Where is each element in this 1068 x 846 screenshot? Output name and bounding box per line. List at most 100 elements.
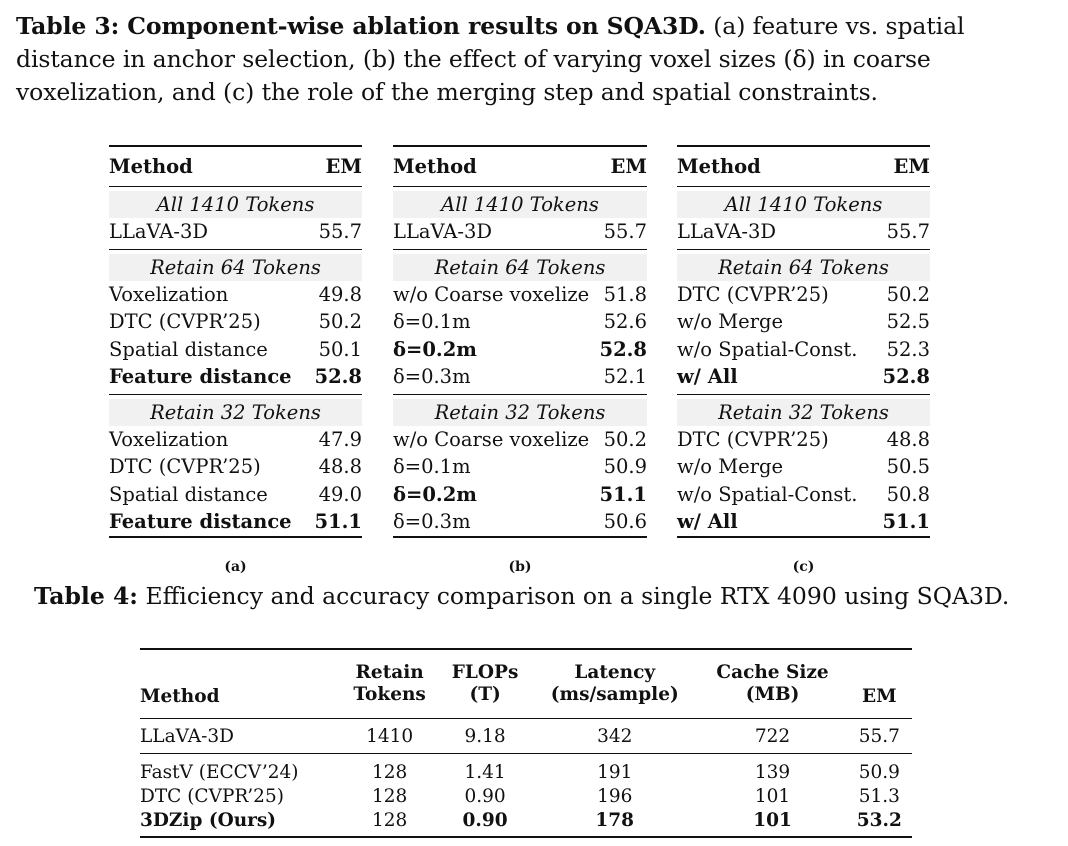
row-em: 51.3 bbox=[858, 785, 900, 807]
subtable-b-label: (b) bbox=[508, 559, 532, 575]
header-latency: Latency (ms/sample) bbox=[531, 649, 699, 719]
subtable-b: Method EM All 1410 Tokens LLaVA-3D 55.7 R… bbox=[393, 145, 647, 538]
row-method: Feature distance bbox=[109, 365, 292, 389]
row-latency: 342 bbox=[531, 718, 699, 754]
table-row: w/o Coarse voxelize 50.2 bbox=[393, 426, 647, 454]
row-method: Voxelization bbox=[109, 282, 229, 306]
row-em: 55.7 bbox=[318, 220, 362, 244]
row-em: 50.8 bbox=[886, 482, 930, 506]
row-method: δ=0.3m bbox=[393, 365, 471, 389]
row-method: w/ All bbox=[677, 510, 738, 534]
row-method: DTC (CVPR’25) bbox=[677, 282, 829, 306]
section-title: All 1410 Tokens bbox=[677, 191, 930, 218]
table4-caption-label: Table 4: bbox=[34, 582, 138, 610]
table-row-best: Feature distance 52.8 bbox=[109, 363, 362, 391]
table-row: w/o Merge 50.5 bbox=[677, 453, 930, 481]
section-title: All 1410 Tokens bbox=[109, 191, 362, 218]
row-em: 49.8 bbox=[318, 282, 362, 306]
row-em: 51.1 bbox=[882, 510, 931, 534]
row-em: 50.5 bbox=[886, 455, 930, 479]
row-method: w/o Coarse voxelize bbox=[393, 427, 590, 451]
table-row-best: Feature distance 51.1 bbox=[109, 508, 362, 536]
section-title: Retain 64 Tokens bbox=[109, 253, 362, 281]
row-method: DTC (CVPR’25) bbox=[109, 455, 261, 479]
row-method: FastV (ECCV’24) bbox=[140, 761, 299, 783]
table-row-best: w/ All 52.8 bbox=[677, 363, 930, 391]
row-em: 52.1 bbox=[603, 365, 647, 389]
row-latency: 196 bbox=[597, 785, 633, 807]
row-em: 51.8 bbox=[603, 282, 647, 306]
header-method: Method bbox=[109, 155, 193, 178]
header-em: EM bbox=[325, 155, 362, 178]
row-em: 50.6 bbox=[603, 510, 647, 534]
section-title: Retain 64 Tokens bbox=[677, 253, 930, 281]
row-method: Spatial distance bbox=[109, 482, 268, 506]
row-method: Feature distance bbox=[109, 510, 292, 534]
section-title: Retain 32 Tokens bbox=[393, 398, 647, 426]
header-em: EM bbox=[893, 155, 930, 178]
header-cache-size: Cache Size (MB) bbox=[698, 649, 847, 719]
row-em: 52.5 bbox=[886, 310, 930, 334]
row-method: w/ All bbox=[677, 365, 738, 389]
table-row: LLaVA-3D 55.7 bbox=[677, 218, 930, 246]
table-row: Spatial distance 50.1 bbox=[109, 336, 362, 364]
subtable-c-label: (c) bbox=[792, 559, 815, 575]
row-method: w/o Merge bbox=[677, 455, 784, 479]
table-row: LLaVA-3D 55.7 bbox=[109, 218, 362, 246]
table-row: DTC (CVPR’25) 128 0.90 196 101 51.3 bbox=[140, 784, 912, 808]
group-retain-64: Retain 64 Tokens DTC (CVPR’25) 50.2 w/o M… bbox=[677, 253, 930, 395]
row-em: 48.8 bbox=[886, 427, 930, 451]
row-method: DTC (CVPR’25) bbox=[109, 310, 261, 334]
group-retain-64: Retain 64 Tokens w/o Coarse voxelize 51.8… bbox=[393, 253, 647, 395]
row-latency: 178 bbox=[595, 809, 635, 831]
row-em: 52.8 bbox=[882, 365, 931, 389]
table4-caption: Table 4: Efficiency and accuracy compari… bbox=[34, 580, 1054, 613]
header-flops: FLOPs (T) bbox=[439, 649, 532, 719]
row-method: w/o Coarse voxelize bbox=[393, 282, 590, 306]
table3-caption: Table 3: Component-wise ablation results… bbox=[16, 10, 1056, 109]
group-retain-32: Retain 32 Tokens w/o Coarse voxelize 50.2… bbox=[393, 398, 648, 536]
row-cache: 101 bbox=[754, 785, 791, 807]
table-row: δ=0.1m 50.9 bbox=[393, 453, 647, 481]
table-row: w/o Spatial-Const. 50.8 bbox=[677, 481, 930, 509]
row-latency: 191 bbox=[597, 761, 633, 783]
table-row: DTC (CVPR’25) 48.8 bbox=[677, 426, 930, 454]
row-em: 50.9 bbox=[603, 455, 647, 479]
row-em: 52.6 bbox=[603, 310, 647, 334]
table-row: Voxelization 49.8 bbox=[109, 281, 362, 309]
row-method: w/o Spatial-Const. bbox=[677, 337, 858, 361]
row-em: 52.3 bbox=[886, 337, 930, 361]
header-method: Method bbox=[393, 155, 477, 178]
header-method: Method bbox=[140, 649, 341, 719]
row-method: Voxelization bbox=[109, 427, 229, 451]
row-method: LLaVA-3D bbox=[393, 220, 492, 244]
subtable-header: Method EM bbox=[393, 147, 647, 187]
row-em: 55.7 bbox=[886, 220, 930, 244]
table4: Method Retain Tokens FLOPs (T) Latency (ms/… bbox=[140, 648, 912, 838]
table-row-ours: 3DZip (Ours) 128 0.90 178 101 53.2 bbox=[140, 808, 912, 837]
row-flops: 0.90 bbox=[464, 785, 506, 807]
row-em: 50.2 bbox=[886, 282, 930, 306]
row-em: 49.0 bbox=[318, 482, 362, 506]
table-row: LLaVA-3D 1410 9.18 342 722 55.7 bbox=[140, 718, 912, 754]
row-em: 47.9 bbox=[318, 427, 362, 451]
row-method: LLaVA-3D bbox=[140, 718, 341, 754]
table-row: DTC (CVPR’25) 50.2 bbox=[109, 308, 362, 336]
row-em: 51.1 bbox=[599, 482, 648, 506]
group-retain-32: Retain 32 Tokens DTC (CVPR’25) 48.8 w/o M… bbox=[677, 398, 930, 536]
group-all-tokens: All 1410 Tokens LLaVA-3D 55.7 bbox=[109, 191, 362, 250]
row-cache: 722 bbox=[698, 718, 847, 754]
subtable-c: Method EM All 1410 Tokens LLaVA-3D 55.7 R… bbox=[677, 145, 930, 538]
subtable-a: Method EM All 1410 Tokens LLaVA-3D 55.7 R… bbox=[109, 145, 362, 538]
header-em: EM bbox=[846, 649, 912, 719]
row-em: 50.2 bbox=[603, 427, 647, 451]
table-row: δ=0.3m 52.1 bbox=[393, 363, 647, 391]
table4-caption-text: Efficiency and accuracy comparison on a … bbox=[137, 582, 1010, 610]
table-row-best: w/ All 51.1 bbox=[677, 508, 930, 536]
section-title: Retain 64 Tokens bbox=[393, 253, 647, 281]
row-cache: 139 bbox=[754, 761, 791, 783]
row-method: δ=0.2m bbox=[393, 482, 477, 506]
row-method: δ=0.1m bbox=[393, 310, 471, 334]
row-method: DTC (CVPR’25) bbox=[677, 427, 829, 451]
header-method: Method bbox=[677, 155, 761, 178]
